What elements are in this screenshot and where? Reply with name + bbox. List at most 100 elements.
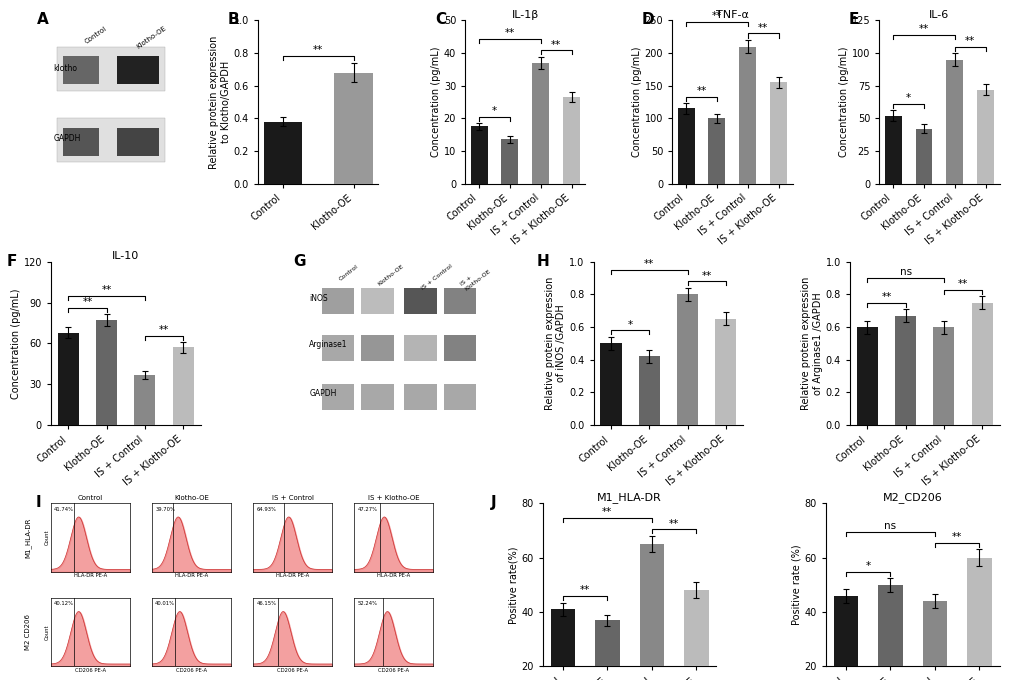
Bar: [172, 347, 194, 425]
Text: **: **: [696, 86, 706, 96]
Bar: [684, 590, 708, 680]
Text: IS + Control: IS + Control: [420, 263, 452, 291]
Text: 39.70%: 39.70%: [155, 507, 175, 511]
X-axis label: HLA-DR PE-A: HLA-DR PE-A: [377, 573, 410, 578]
Text: 40.01%: 40.01%: [155, 601, 175, 607]
Bar: [117, 56, 159, 84]
Text: I: I: [36, 495, 42, 510]
Bar: [966, 558, 990, 680]
Text: J: J: [490, 495, 495, 510]
Bar: [404, 384, 436, 410]
Bar: [895, 316, 915, 425]
Text: IS +
Klotho-OE: IS + Klotho-OE: [460, 263, 491, 291]
Bar: [769, 82, 787, 184]
Bar: [677, 294, 697, 425]
Title: IL-1β: IL-1β: [512, 10, 538, 20]
Text: **: **: [668, 519, 679, 528]
Bar: [600, 343, 621, 425]
Y-axis label: Concentration (pg/mL): Concentration (pg/mL): [631, 47, 641, 157]
Bar: [321, 335, 354, 361]
Text: **: **: [964, 35, 974, 46]
Text: iNOS: iNOS: [309, 294, 327, 303]
Bar: [361, 288, 393, 314]
Bar: [976, 90, 994, 184]
X-axis label: HLA-DR PE-A: HLA-DR PE-A: [175, 573, 208, 578]
Text: F: F: [6, 254, 16, 269]
Bar: [714, 319, 736, 425]
Text: Arginase1: Arginase1: [309, 340, 347, 349]
Y-axis label: Concentration (pg/mL): Concentration (pg/mL): [430, 47, 440, 157]
Y-axis label: Positive rate (%): Positive rate (%): [791, 545, 801, 625]
Text: GAPDH: GAPDH: [309, 389, 336, 398]
Text: **: **: [711, 11, 721, 21]
Text: M1_HLA-DR: M1_HLA-DR: [24, 517, 32, 558]
Bar: [57, 118, 165, 163]
Text: 46.15%: 46.15%: [256, 601, 276, 607]
Text: **: **: [550, 39, 560, 50]
Bar: [915, 129, 931, 184]
Bar: [677, 109, 694, 184]
Text: 52.24%: 52.24%: [357, 601, 377, 607]
Text: B: B: [227, 12, 239, 27]
Y-axis label: Relative protein expression
to Klotho/GAPDH: Relative protein expression to Klotho/GA…: [209, 35, 230, 169]
Text: 41.74%: 41.74%: [54, 507, 74, 511]
X-axis label: CD206 PE-A: CD206 PE-A: [176, 668, 207, 673]
Y-axis label: Relative protein expression
of Arginase1 /GAPDH: Relative protein expression of Arginase1…: [801, 277, 822, 410]
Bar: [321, 288, 354, 314]
Text: C: C: [434, 12, 445, 27]
Title: IL-6: IL-6: [928, 10, 949, 20]
Bar: [877, 585, 902, 680]
Bar: [562, 97, 580, 184]
X-axis label: CD206 PE-A: CD206 PE-A: [378, 668, 409, 673]
Bar: [971, 303, 991, 425]
Text: Control: Control: [84, 25, 108, 45]
Y-axis label: Concentration (pg/mL): Concentration (pg/mL): [838, 47, 848, 157]
Bar: [594, 620, 619, 680]
Text: D: D: [641, 12, 654, 27]
Text: *: *: [865, 561, 870, 571]
Bar: [856, 327, 877, 425]
Text: 64.93%: 64.93%: [256, 507, 276, 511]
Text: **: **: [757, 22, 767, 33]
Text: klotho: klotho: [53, 64, 77, 73]
Text: **: **: [159, 324, 169, 335]
Text: **: **: [504, 28, 515, 38]
Bar: [334, 73, 373, 184]
Bar: [404, 288, 436, 314]
Title: IS + Control: IS + Control: [271, 496, 314, 501]
Bar: [883, 116, 901, 184]
Bar: [550, 609, 575, 680]
Text: **: **: [313, 46, 323, 56]
Y-axis label: Positive rate(%): Positive rate(%): [508, 546, 518, 624]
Text: 40.12%: 40.12%: [54, 601, 74, 607]
Text: ns: ns: [899, 267, 911, 277]
Text: **: **: [102, 286, 112, 295]
Text: *: *: [905, 93, 910, 103]
Text: Klotho-OE: Klotho-OE: [136, 25, 167, 50]
Bar: [922, 601, 947, 680]
Bar: [58, 333, 78, 425]
Text: **: **: [83, 297, 93, 307]
Bar: [63, 128, 99, 156]
Text: **: **: [644, 259, 654, 269]
Bar: [833, 596, 857, 680]
Text: **: **: [701, 271, 711, 281]
Bar: [96, 320, 117, 425]
Bar: [639, 544, 663, 680]
Text: **: **: [951, 532, 961, 542]
Bar: [443, 288, 476, 314]
Y-axis label: Count: Count: [45, 624, 50, 640]
Text: GAPDH: GAPDH: [53, 134, 81, 143]
Bar: [63, 56, 99, 84]
Title: M2_CD206: M2_CD206: [882, 492, 942, 503]
Text: **: **: [918, 24, 928, 34]
Text: Control: Control: [337, 263, 359, 282]
Text: H: H: [536, 254, 549, 269]
X-axis label: CD206 PE-A: CD206 PE-A: [74, 668, 106, 673]
Bar: [708, 118, 725, 184]
Text: **: **: [580, 585, 590, 595]
Title: IL-10: IL-10: [112, 251, 140, 261]
X-axis label: HLA-DR PE-A: HLA-DR PE-A: [73, 573, 107, 578]
Bar: [263, 122, 302, 184]
Title: M1_HLA-DR: M1_HLA-DR: [596, 492, 661, 503]
